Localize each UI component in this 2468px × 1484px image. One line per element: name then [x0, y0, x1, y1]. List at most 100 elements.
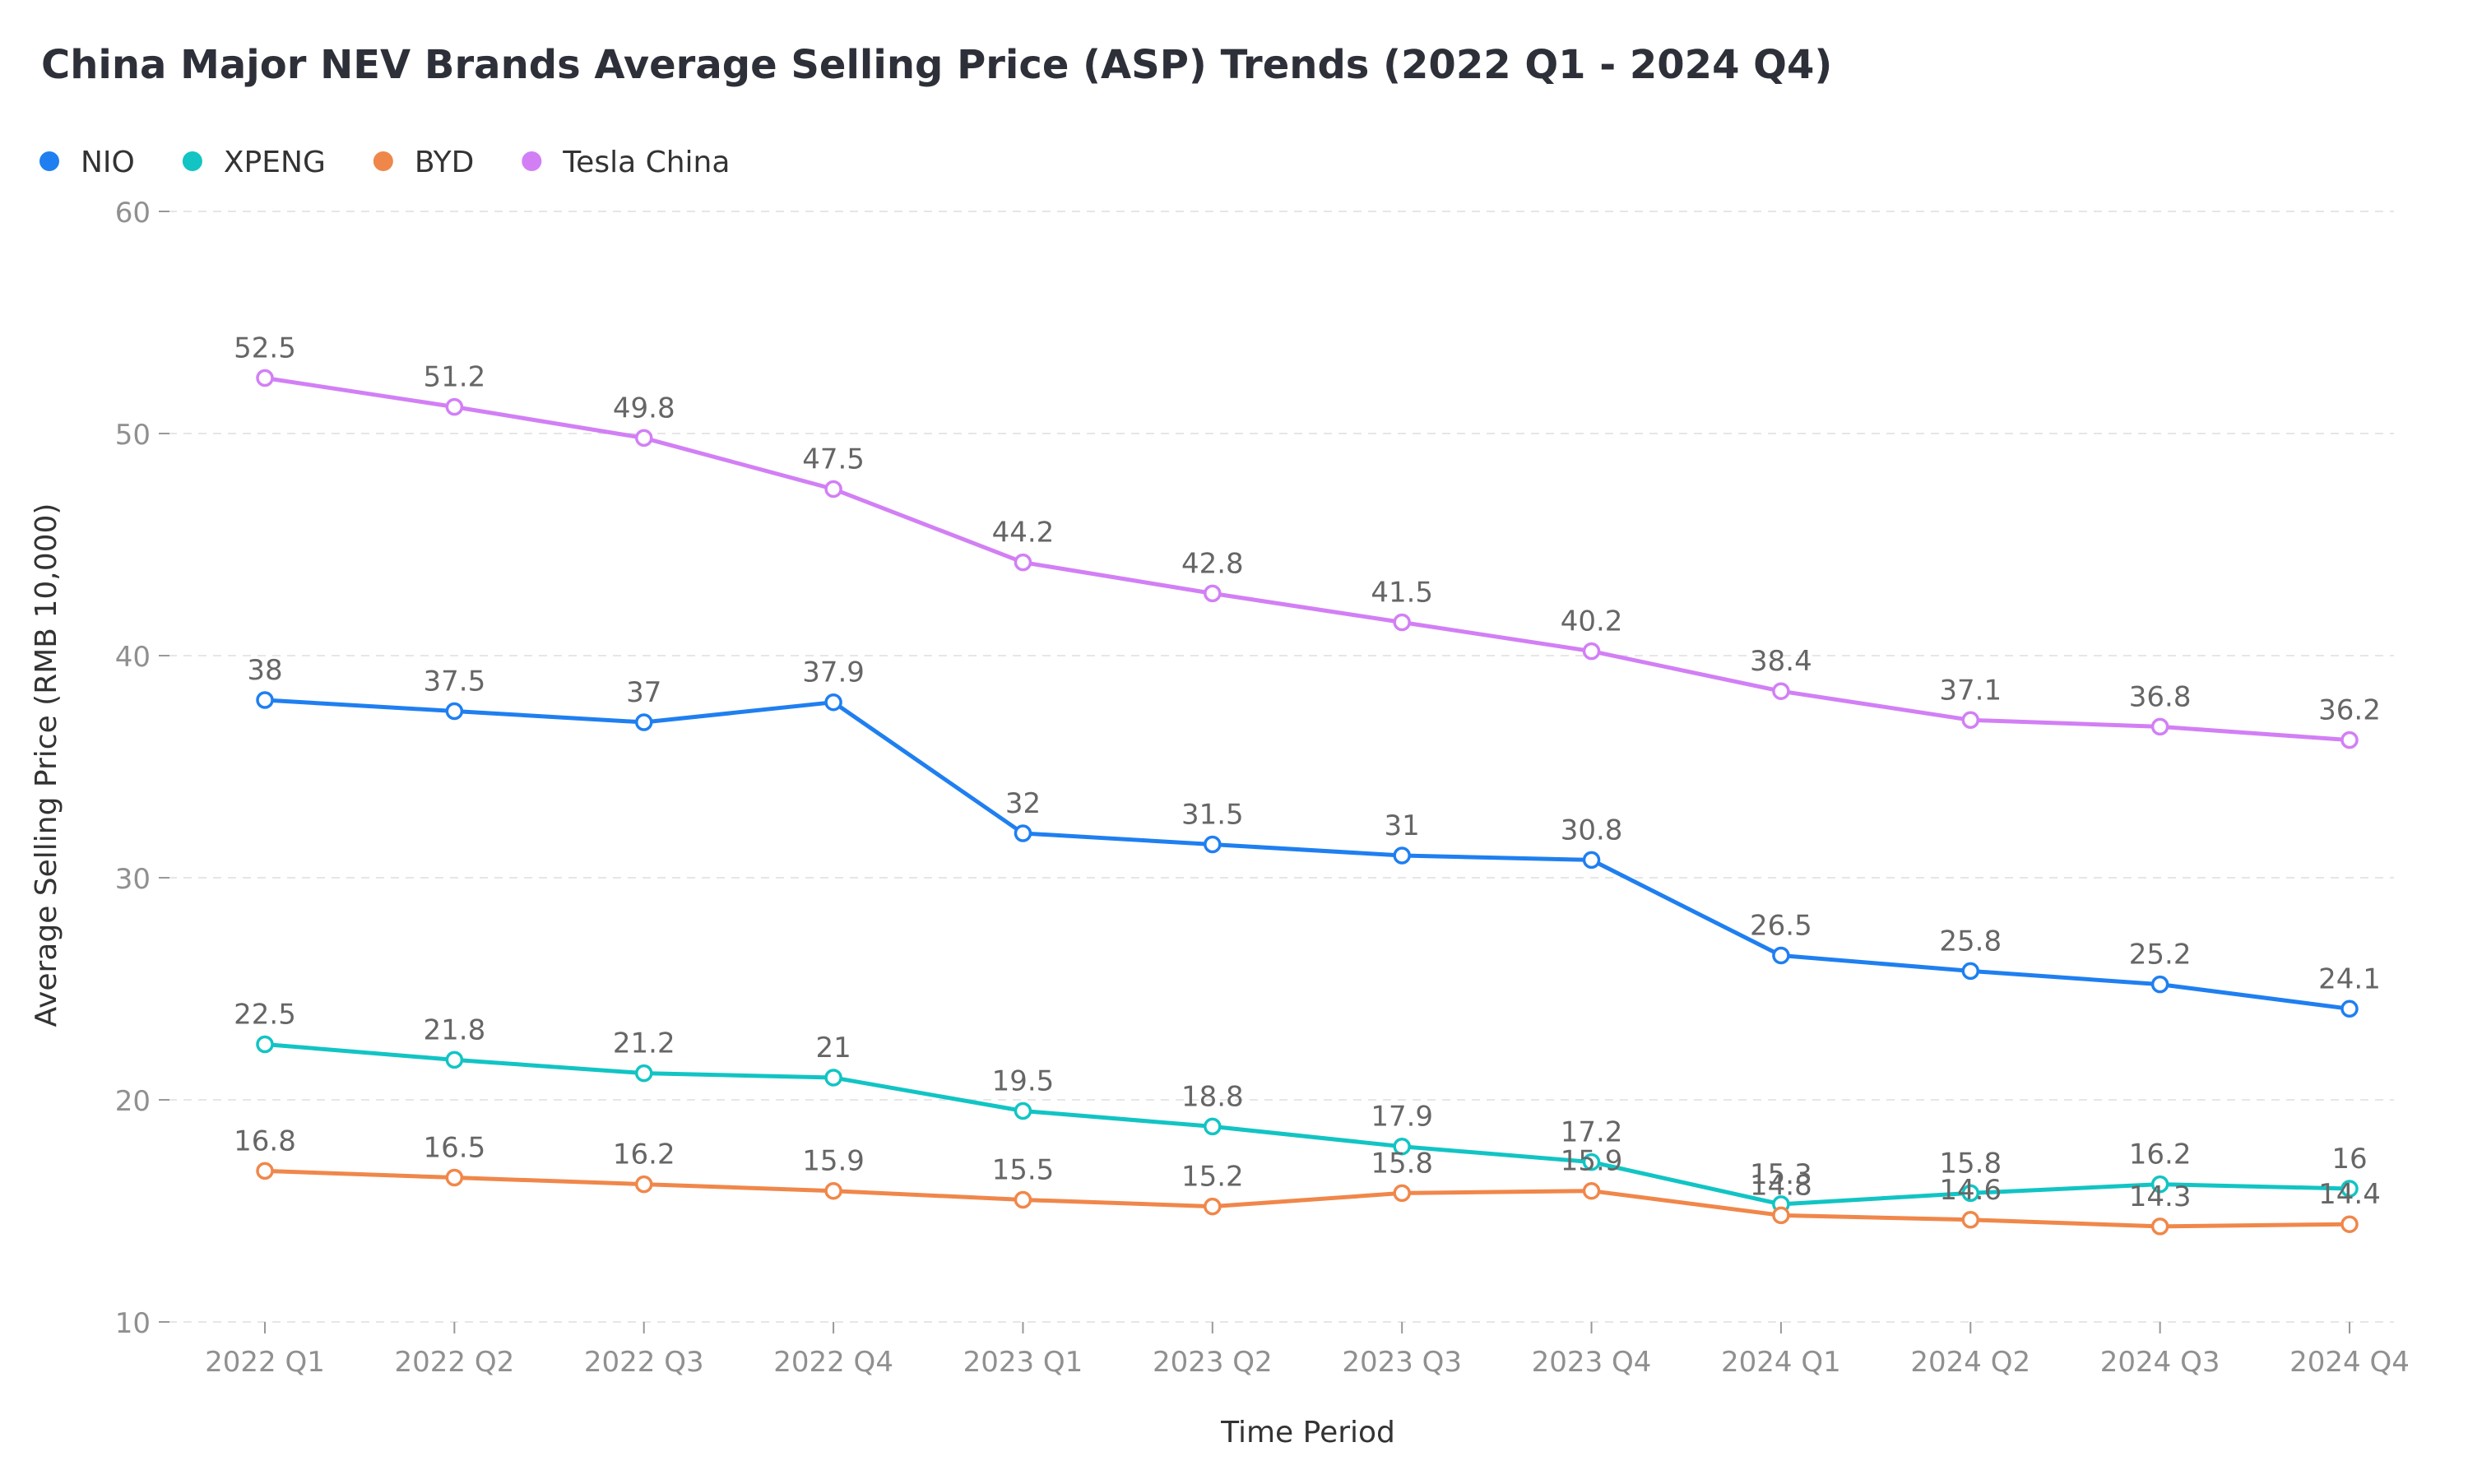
data-label-byd: 16.2 [613, 1139, 675, 1171]
data-point-xpeng [634, 1064, 653, 1083]
data-point-tesla-china [1204, 584, 1222, 603]
data-label-tesla-china: 36.2 [2318, 694, 2381, 727]
data-point-nio [634, 713, 653, 731]
data-label-nio: 31 [1385, 809, 1420, 842]
data-point-tesla-china [1393, 613, 1411, 632]
data-point-byd [634, 1175, 653, 1194]
data-label-tesla-china: 51.2 [424, 361, 486, 394]
legend-marker-xpeng [182, 151, 202, 171]
y-tick-label: 60 [115, 197, 151, 230]
data-point-tesla-china [634, 429, 653, 448]
data-label-nio: 30.8 [1561, 814, 1623, 846]
data-point-nio [2150, 975, 2169, 994]
data-label-byd: 16.8 [234, 1125, 296, 1157]
data-point-xpeng [824, 1069, 842, 1087]
data-point-byd [1961, 1211, 1980, 1229]
legend-label-nio: NIO [81, 146, 135, 179]
data-point-tesla-china [1772, 682, 1790, 700]
data-label-tesla-china: 37.1 [1939, 674, 2002, 707]
x-tick-label: 2024 Q4 [2289, 1346, 2410, 1379]
data-labels: 38 37.5 37 37.9 32 31.5 31 30.8 26.5 25.8 25.2 24.1… [234, 332, 2381, 1213]
data-point-byd [1772, 1206, 1790, 1225]
data-point-nio [1582, 851, 1601, 870]
y-axis: 10 20 30 40 50 60 [115, 197, 169, 1340]
x-tick-label: 2022 Q1 [205, 1346, 325, 1379]
data-label-byd: 14.4 [2318, 1178, 2381, 1211]
data-label-nio: 37.5 [424, 665, 486, 698]
x-tick-label: 2024 Q2 [1910, 1346, 2030, 1379]
data-label-xpeng: 21.8 [424, 1013, 486, 1046]
data-label-nio: 25.8 [1939, 925, 2002, 958]
data-label-xpeng: 15.3 [1750, 1158, 1812, 1191]
y-tick-label: 30 [115, 863, 151, 896]
series-points [256, 369, 2359, 1236]
data-point-xpeng [1393, 1137, 1411, 1156]
data-label-xpeng: 17.2 [1561, 1116, 1623, 1149]
data-label-byd: 16.5 [424, 1132, 486, 1165]
data-label-nio: 26.5 [1750, 910, 1812, 943]
x-tick-label: 2024 Q1 [1721, 1346, 1841, 1379]
data-label-nio: 24.1 [2318, 962, 2381, 995]
data-label-nio: 37.9 [802, 656, 865, 689]
data-label-nio: 32 [1005, 787, 1041, 820]
data-point-nio [445, 702, 464, 721]
y-axis-label: Average Selling Price (RMB 10,000) [30, 503, 63, 1027]
data-point-xpeng [1961, 1184, 1980, 1203]
series-line-nio [262, 698, 2352, 1011]
data-label-xpeng: 18.8 [1181, 1080, 1244, 1113]
y-tick-label: 20 [115, 1085, 151, 1118]
x-tick-label: 2022 Q2 [394, 1346, 514, 1379]
data-label-tesla-china: 36.8 [2129, 680, 2192, 713]
legend-label-xpeng: XPENG [224, 146, 326, 179]
series-line-tesla-china [262, 376, 2352, 743]
data-label-nio: 37 [626, 676, 661, 709]
data-label-nio: 31.5 [1181, 799, 1244, 832]
series-line-xpeng [262, 1042, 2352, 1207]
data-label-xpeng: 16 [2331, 1143, 2367, 1176]
y-tick-label: 10 [115, 1307, 151, 1340]
x-tick-label: 2024 Q3 [2100, 1346, 2220, 1379]
data-point-nio [256, 691, 274, 709]
data-point-xpeng [256, 1035, 274, 1054]
x-tick-label: 2023 Q1 [963, 1346, 1083, 1379]
data-point-nio [1204, 835, 1222, 854]
data-label-xpeng: 22.5 [234, 999, 296, 1032]
x-tick-label: 2023 Q4 [1532, 1346, 1652, 1379]
data-label-xpeng: 15.8 [1939, 1147, 2002, 1180]
chart-title: China Major NEV Brands Average Selling P… [41, 42, 1832, 88]
data-point-byd [1204, 1197, 1222, 1216]
data-point-tesla-china [2340, 730, 2359, 749]
data-point-byd [1014, 1190, 1032, 1209]
grid-lines [169, 211, 2394, 1323]
data-point-xpeng [1582, 1152, 1601, 1171]
x-tick-label: 2022 Q4 [773, 1346, 893, 1379]
data-point-tesla-china [445, 397, 464, 416]
data-label-byd: 14.8 [1750, 1169, 1812, 1202]
legend: NIO XPENG BYD Tesla China [39, 146, 730, 179]
data-point-xpeng [2150, 1175, 2169, 1194]
data-point-tesla-china [1014, 553, 1032, 572]
data-point-nio [1961, 962, 1980, 981]
data-point-byd [2150, 1217, 2169, 1236]
x-tick-label: 2022 Q3 [584, 1346, 704, 1379]
x-tick-label: 2023 Q3 [1342, 1346, 1462, 1379]
x-axis: 2022 Q1 2022 Q2 2022 Q3 2022 Q4 2023 Q1 2023 … [205, 1322, 2410, 1379]
data-label-tesla-china: 38.4 [1750, 645, 1812, 678]
data-label-tesla-china: 47.5 [802, 443, 865, 476]
data-label-byd: 15.8 [1371, 1147, 1433, 1180]
data-label-tesla-china: 40.2 [1561, 605, 1623, 638]
data-point-byd [824, 1181, 842, 1200]
series-line-byd [262, 1168, 2352, 1229]
legend-marker-byd [373, 151, 393, 171]
data-point-xpeng [2340, 1180, 2359, 1198]
data-point-byd [445, 1168, 464, 1187]
data-label-byd: 15.5 [992, 1154, 1055, 1187]
data-label-xpeng: 17.9 [1371, 1101, 1433, 1134]
data-point-byd [256, 1162, 274, 1180]
data-point-nio [2340, 999, 2359, 1018]
data-label-tesla-china: 41.5 [1371, 577, 1433, 610]
data-label-xpeng: 21.2 [613, 1027, 675, 1060]
data-point-nio [1393, 846, 1411, 865]
